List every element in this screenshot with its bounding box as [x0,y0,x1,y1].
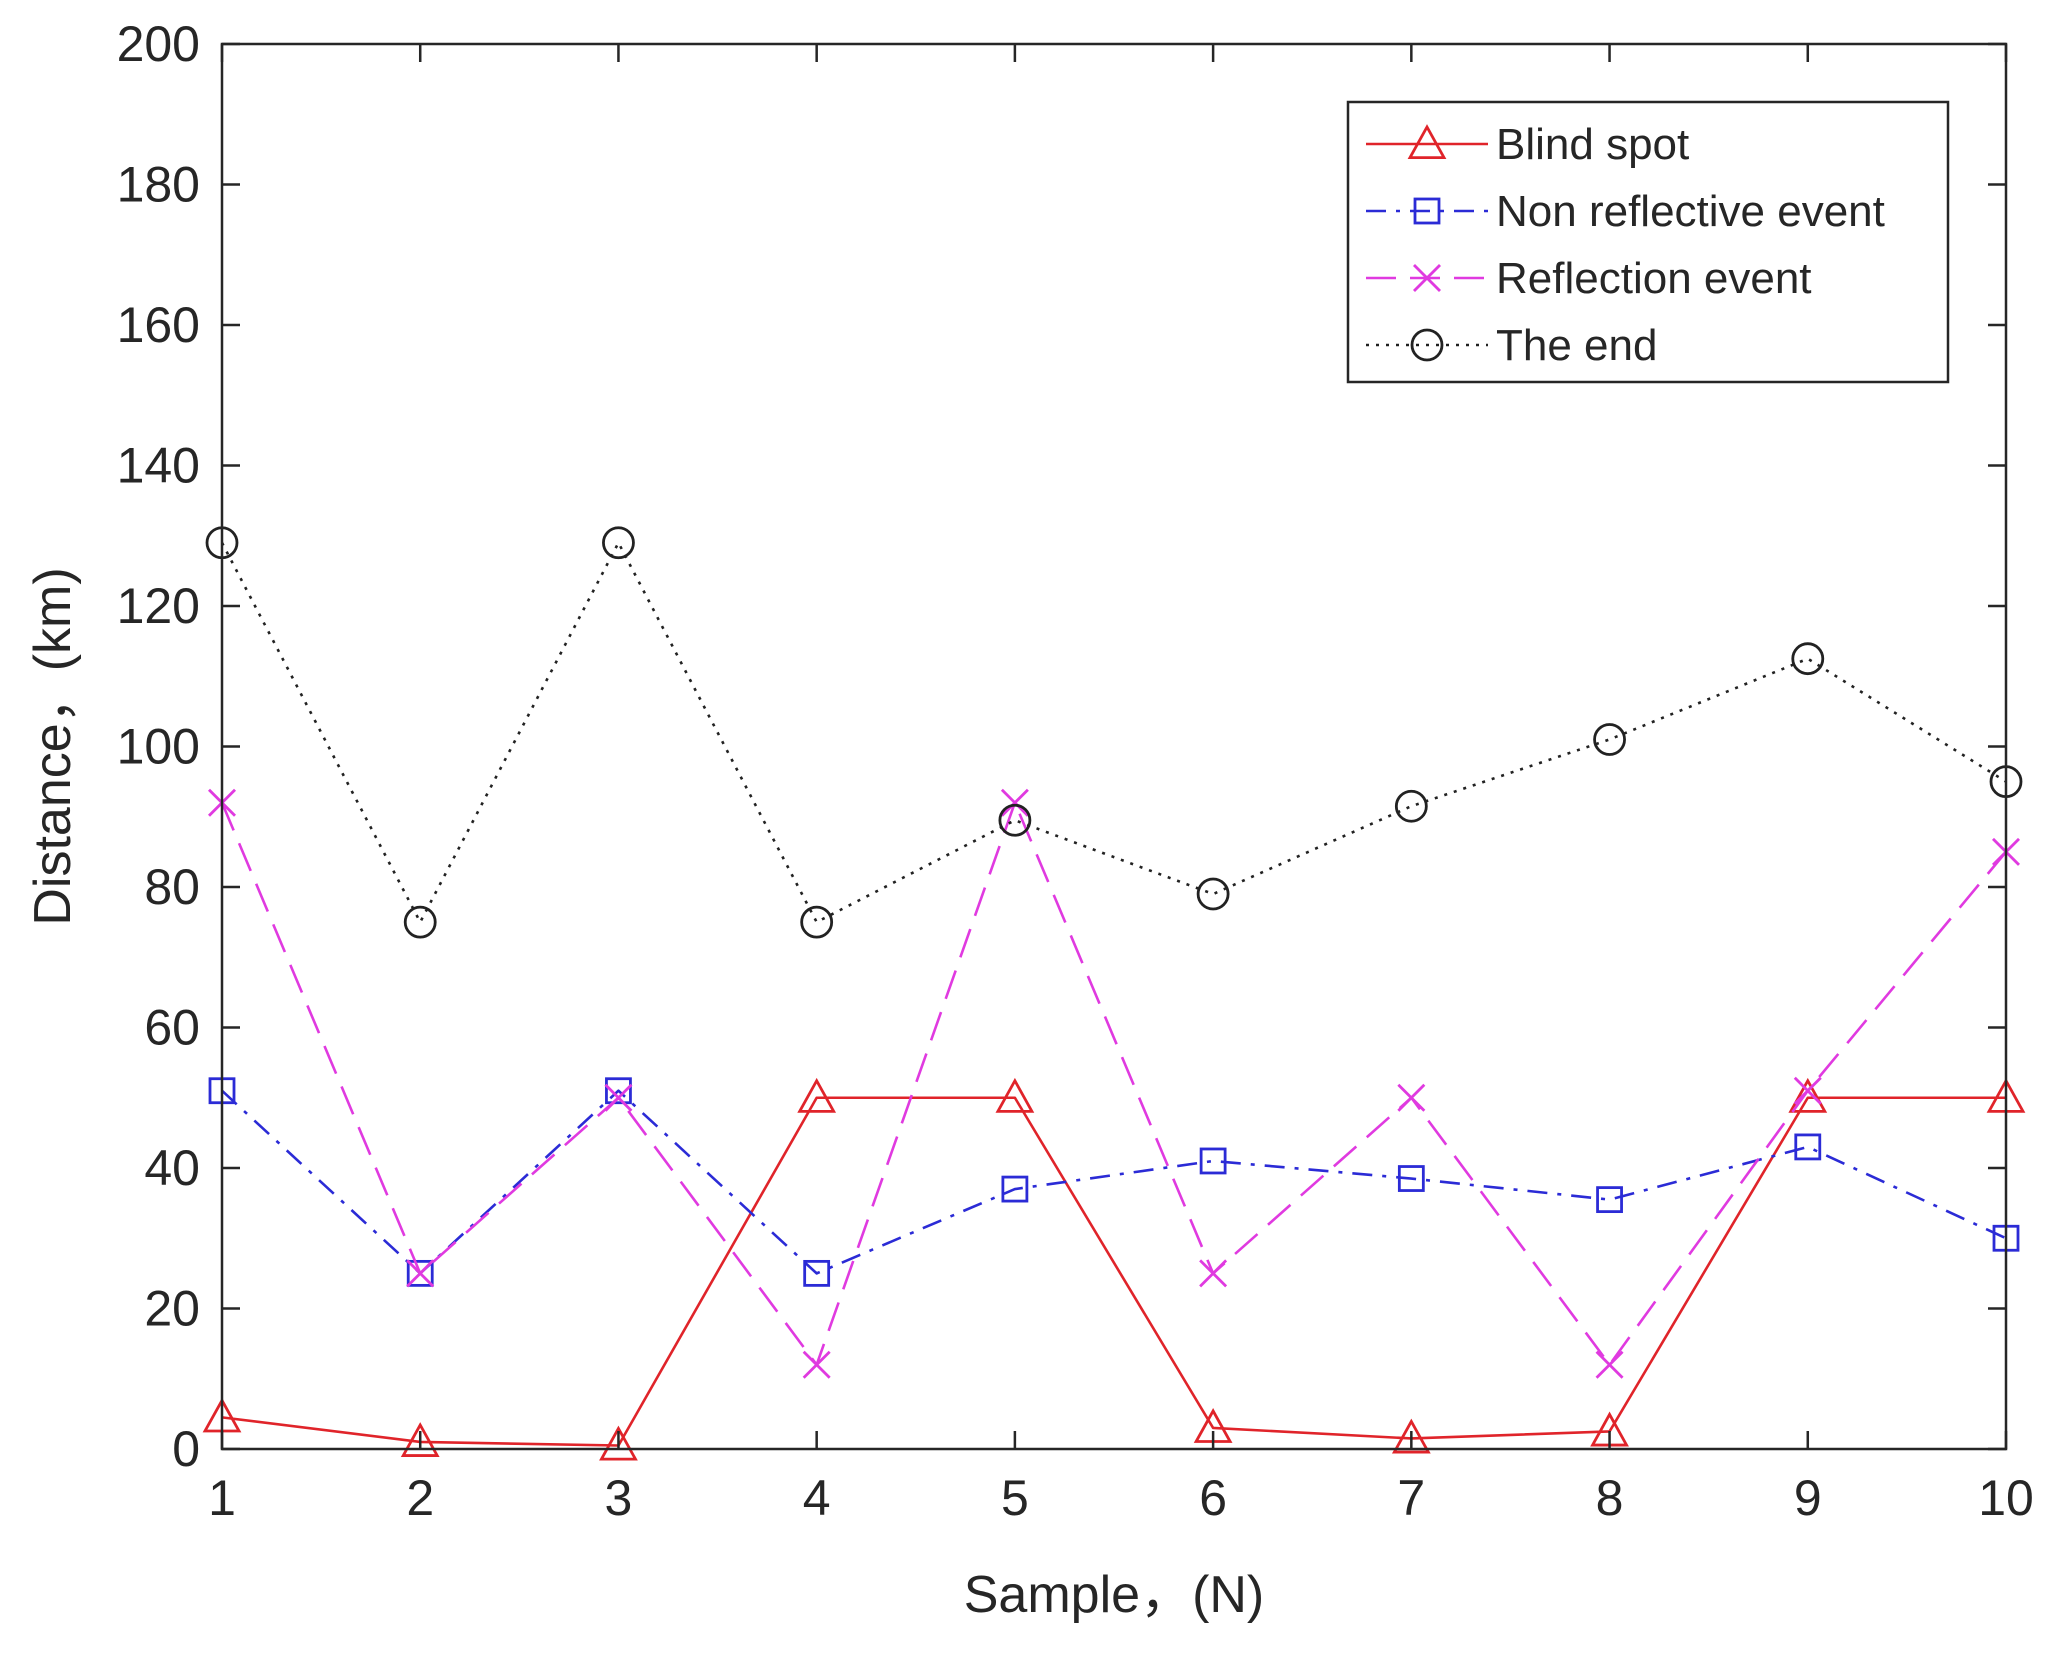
legend-label: Blind spot [1496,120,1689,169]
legend-label: The end [1496,321,1657,370]
data-point-blind-spot [995,1077,1035,1113]
data-point-the-end [1394,789,1428,823]
data-point-reflection-event [1000,788,1029,817]
legend-marker [1410,328,1444,362]
x-tick-label: 8 [1596,1470,1624,1526]
legend-marker [1413,197,1441,225]
series-line-non-reflective-event [221,1089,2007,1275]
x-tick-label: 3 [605,1470,633,1526]
series-reflection-event [208,788,2020,1379]
x-tick-label: 5 [1001,1470,1029,1526]
x-tick-label: 6 [1199,1470,1227,1526]
legend-item-reflection-event: Reflection event [1366,254,1812,303]
data-point-the-end [602,526,635,560]
data-point-non-reflective-event [1397,1165,1425,1192]
data-point-the-end [403,905,437,939]
y-tick-label: 120 [117,578,200,634]
data-point-reflection-event [604,1083,633,1112]
series-line-blind-spot [221,1096,2006,1447]
x-tick-label: 1 [208,1470,236,1526]
y-tick-label: 40 [144,1140,200,1196]
legend-item-blind-spot: Blind spot [1366,120,1689,169]
series-line-reflection-event [220,801,2008,1366]
data-point-reflection-event [406,1259,435,1288]
x-tick-label: 7 [1397,1470,1425,1526]
legend-marker [1407,124,1447,160]
data-point-blind-spot [599,1425,638,1461]
series-the-end [205,526,2023,939]
y-tick-label: 100 [117,719,200,775]
legend-label: Reflection event [1496,254,1812,303]
y-tick-label: 200 [117,16,200,72]
x-tick-label: 2 [406,1470,434,1526]
data-point-non-reflective-event [1001,1175,1029,1203]
data-point-non-reflective-event [1199,1147,1227,1175]
y-tick-label: 180 [117,157,200,213]
data-point-the-end [998,803,1032,837]
data-point-reflection-event [802,1350,831,1379]
data-point-the-end [800,905,834,939]
data-point-the-end [1593,723,1626,756]
data-point-blind-spot [1788,1077,1828,1113]
x-tick-label: 4 [803,1470,831,1526]
y-tick-label: 20 [144,1281,200,1337]
legend-box [1346,100,1950,384]
data-point-non-reflective-event [803,1259,831,1287]
legend-label: Non reflective event [1496,187,1885,236]
y-tick-label: 60 [144,1000,200,1056]
data-point-non-reflective-event [605,1077,632,1105]
legend: Blind spot Non reflective event Reflection… [1346,100,1950,384]
legend-item-non-reflective-event: Non reflective event [1366,187,1885,236]
y-tick-label: 140 [117,438,200,494]
data-point-reflection-event [1397,1083,1426,1112]
data-point-the-end [1196,877,1230,911]
data-point-blind-spot [797,1077,837,1113]
y-tick-label: 80 [144,859,200,915]
y-tick-label: 160 [117,297,200,353]
legend-marker [1413,264,1441,292]
data-point-reflection-event [1595,1350,1624,1379]
data-point-the-end [1791,642,1825,676]
y-tick-label: 0 [172,1421,200,1477]
legend-item-the-end: The end [1366,321,1657,370]
data-point-blind-spot [1391,1418,1431,1454]
data-point-non-reflective-event [406,1259,434,1287]
x-tick-label: 10 [1978,1470,2034,1526]
data-point-reflection-event [1199,1259,1228,1288]
data-point-reflection-event [1793,1076,1822,1105]
x-tick-label: 9 [1794,1470,1822,1526]
data-point-non-reflective-event [1794,1133,1822,1161]
data-point-blind-spot [400,1422,440,1457]
y-axis-title: Distance，(km) [24,567,82,925]
series-line-the-end [220,541,2007,924]
data-point-non-reflective-event [1596,1186,1623,1214]
x-axis-title: Sample，(N) [964,1566,1265,1624]
